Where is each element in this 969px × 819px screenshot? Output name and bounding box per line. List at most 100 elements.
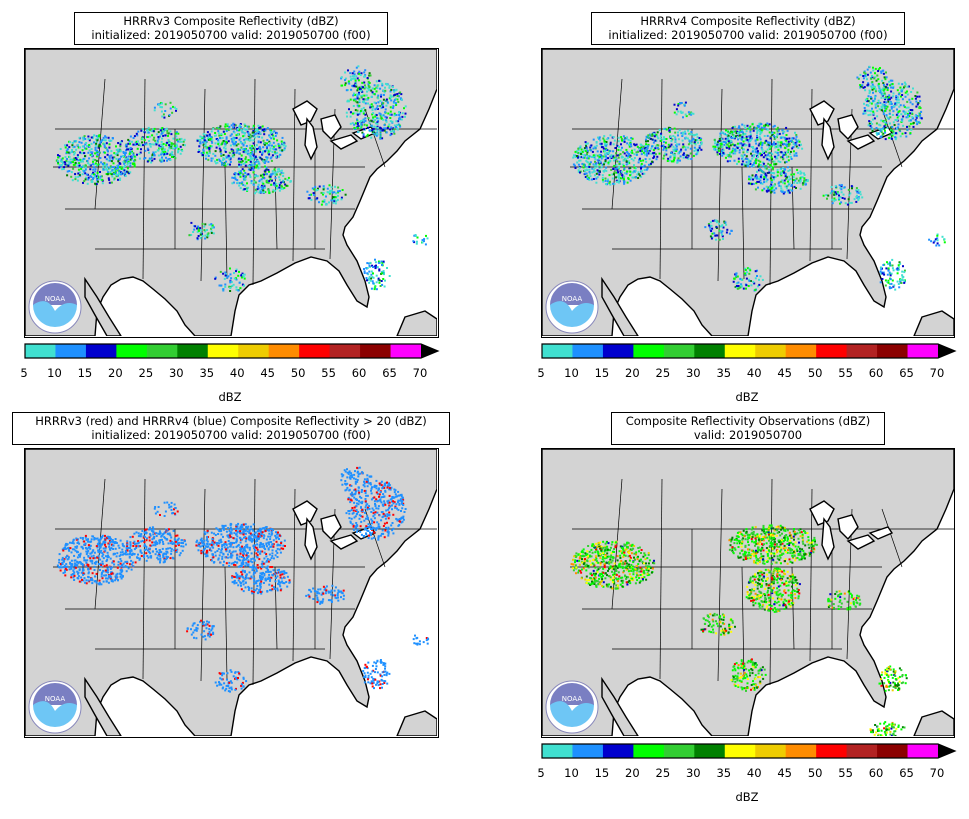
echo-pixel bbox=[776, 130, 779, 133]
echo-pixel bbox=[734, 152, 737, 155]
echo-pixel bbox=[111, 175, 114, 178]
echo-pixel bbox=[102, 164, 105, 167]
echo-pixel bbox=[385, 119, 388, 122]
echo-pixel bbox=[683, 152, 685, 155]
echo-pixel bbox=[901, 88, 904, 91]
echo-pixel bbox=[255, 157, 258, 160]
echo-pixel bbox=[66, 565, 69, 568]
colorbar-segment bbox=[177, 344, 209, 358]
echo-pixel bbox=[758, 129, 761, 132]
echo-pixel bbox=[874, 106, 877, 109]
echo-pixel bbox=[107, 177, 110, 180]
echo-pixel bbox=[97, 145, 100, 148]
echo-pixel bbox=[94, 159, 97, 161]
echo-pixel bbox=[871, 83, 874, 86]
echo-pixel bbox=[141, 128, 144, 131]
echo-pixel bbox=[663, 128, 666, 130]
echo-pixel bbox=[772, 160, 775, 163]
echo-pixel bbox=[310, 193, 313, 196]
echo-pixel bbox=[254, 136, 256, 139]
echo-pixel bbox=[749, 160, 752, 163]
echo-pixel bbox=[197, 235, 200, 237]
echo-pixel bbox=[737, 157, 740, 160]
echo-pixel bbox=[322, 185, 325, 188]
echo-pixel bbox=[69, 161, 72, 164]
echo-pixel bbox=[357, 130, 360, 133]
echo-pixel bbox=[769, 135, 772, 138]
echo-pixel bbox=[887, 281, 890, 284]
echo-pixel bbox=[780, 187, 783, 190]
echo-pixel bbox=[397, 101, 400, 103]
echo-pixel bbox=[623, 138, 626, 141]
echo-pixel bbox=[371, 87, 374, 90]
great-lake bbox=[304, 117, 318, 161]
echo-pixel bbox=[209, 134, 211, 137]
echo-pixel bbox=[676, 148, 678, 151]
echo-pixel bbox=[158, 103, 161, 106]
echo-pixel bbox=[898, 286, 901, 289]
echo-pixel bbox=[677, 138, 680, 141]
echo-pixel bbox=[689, 133, 691, 136]
echo-pixel bbox=[69, 141, 72, 144]
echo-pixel bbox=[282, 172, 285, 175]
echo-pixel bbox=[241, 130, 244, 133]
echo-pixel bbox=[779, 141, 782, 144]
echo-pixel bbox=[172, 142, 175, 145]
echo-pixel bbox=[98, 549, 101, 552]
echo-pixel bbox=[73, 145, 76, 148]
echo-pixel bbox=[869, 101, 872, 104]
echo-pixel bbox=[376, 105, 379, 108]
echo-pixel bbox=[781, 156, 784, 158]
echo-pixel bbox=[367, 96, 370, 99]
echo-pixel bbox=[647, 136, 650, 139]
echo-pixel bbox=[103, 151, 106, 154]
echo-pixel bbox=[125, 548, 128, 551]
colorbar-segment bbox=[633, 344, 665, 358]
echo-pixel bbox=[278, 168, 280, 171]
echo-pixel bbox=[893, 124, 896, 126]
echo-pixel bbox=[96, 179, 99, 181]
echo-pixel bbox=[235, 134, 238, 137]
echo-pixel bbox=[727, 136, 729, 139]
echo-pixel bbox=[588, 172, 591, 175]
echo-pixel bbox=[903, 281, 906, 284]
echo-pixel bbox=[762, 171, 765, 174]
echo-pixel bbox=[619, 153, 622, 156]
echo-pixel bbox=[201, 222, 204, 225]
echo-pixel bbox=[216, 161, 219, 164]
echo-pixel bbox=[919, 116, 922, 119]
echo-pixel bbox=[166, 159, 168, 162]
echo-pixel bbox=[76, 179, 79, 182]
great-lake bbox=[292, 500, 318, 526]
colorbar-tick-label: 10 bbox=[47, 366, 62, 380]
echo-pixel bbox=[804, 180, 807, 183]
echo-pixel bbox=[199, 141, 202, 144]
state-border bbox=[142, 78, 146, 280]
echo-pixel bbox=[209, 146, 212, 149]
echo-pixel bbox=[97, 163, 100, 166]
echo-pixel bbox=[106, 567, 109, 570]
echo-pixel bbox=[907, 110, 910, 113]
echo-pixel bbox=[669, 135, 672, 138]
echo-pixel bbox=[208, 133, 211, 136]
echo-pixel bbox=[396, 98, 399, 101]
echo-pixel bbox=[637, 161, 640, 164]
echo-pixel bbox=[242, 148, 244, 151]
echo-pixel bbox=[897, 283, 900, 285]
echo-pixel bbox=[375, 288, 378, 291]
echo-pixel bbox=[234, 178, 237, 181]
echo-pixel bbox=[235, 148, 238, 151]
echo-pixel bbox=[892, 269, 895, 272]
echo-pixel bbox=[758, 136, 761, 139]
echo-pixel bbox=[748, 279, 751, 282]
echo-pixel bbox=[264, 129, 267, 132]
echo-pixel bbox=[744, 139, 747, 142]
echo-pixel bbox=[239, 126, 242, 128]
echo-pixel bbox=[723, 220, 726, 223]
echo-pixel bbox=[693, 146, 696, 149]
colorbar-segment bbox=[207, 344, 239, 358]
echo-pixel bbox=[177, 147, 180, 150]
echo-pixel bbox=[879, 281, 882, 284]
echo-pixel bbox=[87, 162, 90, 165]
echo-pixel bbox=[880, 131, 883, 134]
